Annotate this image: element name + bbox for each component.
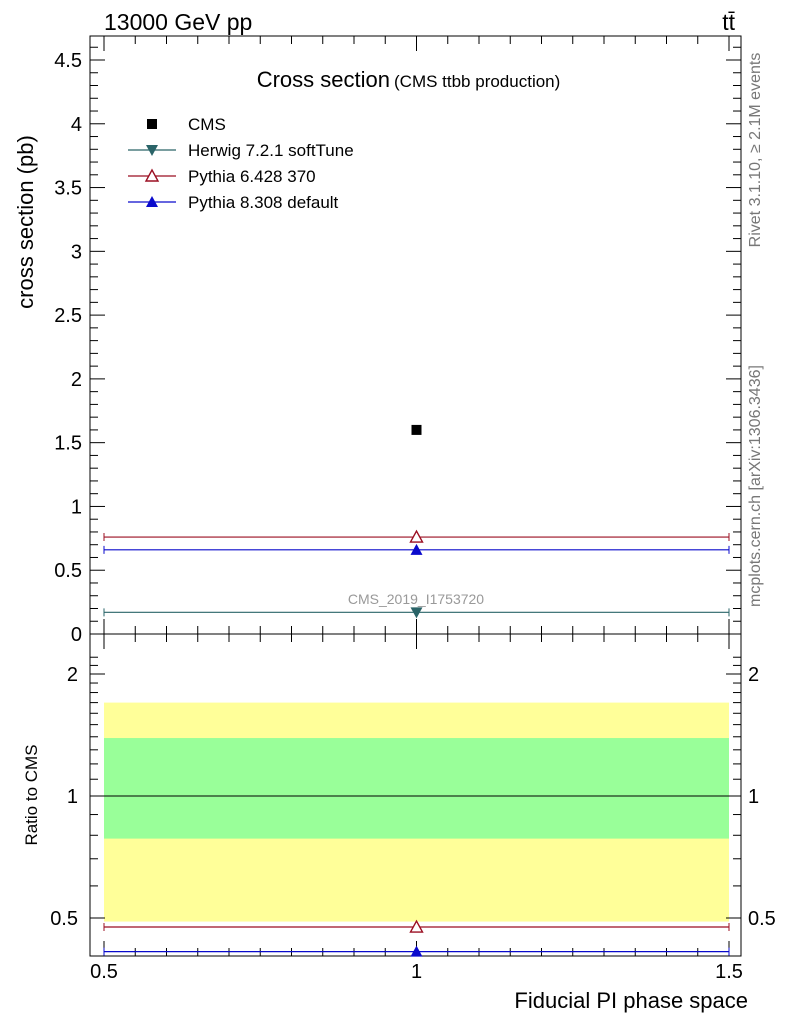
legend-entry-label: Pythia 8.308 default (188, 193, 339, 212)
y-tick-label: 4 (71, 114, 82, 136)
data-point-marker (410, 543, 423, 555)
main-axis-ticks: 0 0.5 1 1.5 2 2.5 3 3.5 4 4.5 (54, 36, 741, 646)
mcplots-label: mcplots.cern.ch [arXiv:1306.3436] (747, 365, 764, 607)
x-tick-label: 1.5 (715, 961, 743, 983)
ratio-data-point-marker (410, 945, 423, 957)
data-point-marker (409, 529, 424, 543)
y-tick-label: 3.5 (54, 178, 82, 200)
main-title: Cross section (257, 67, 390, 92)
y-tick-label: 4.5 (54, 50, 82, 72)
x-tick-label: 1 (411, 961, 422, 983)
x-tick-label: 0.5 (90, 961, 118, 983)
y-tick-label: 2 (71, 369, 82, 391)
main-panel: 0 0.5 1 1.5 2 2.5 3 3.5 4 4.5 Cross section (CMS … (13, 35, 742, 646)
main-series (103, 424, 730, 619)
reference-name-label: CMS_2019_I1753720 (348, 591, 484, 607)
legend-marker (146, 145, 158, 156)
main-y-axis-label: cross section (pb) (13, 135, 38, 309)
y-tick-label: 0.5 (54, 560, 82, 582)
legend: CMS Herwig 7.2.1 softTune Pythia 6.428 370… (128, 115, 354, 212)
ratio-y-tick-label-left: 1 (67, 786, 78, 808)
ratio-bands (104, 702, 729, 922)
ratio-axis-ticks: 0.5 0.5 1 1 2 2 0.5 1 1.5 (50, 634, 776, 983)
ratio-y-tick-label-right: 2 (748, 664, 759, 686)
process-label: tt̄ (722, 9, 735, 35)
ratio-series (103, 919, 730, 957)
legend-entry-label: CMS (188, 115, 226, 134)
data-point-marker (410, 607, 423, 619)
y-tick-label: 1.5 (54, 433, 82, 455)
ratio-panel: 0.5 0.5 1 1 2 2 0.5 1 1.5 Ratio to CMS Fiducial … (22, 633, 776, 1013)
legend-marker (146, 196, 158, 207)
legend-marker (144, 168, 160, 182)
y-tick-label: 3 (71, 241, 82, 263)
y-tick-label: 2.5 (54, 305, 82, 327)
legend-entry-label: Pythia 6.428 370 (188, 167, 316, 186)
legend-marker (147, 119, 157, 129)
y-tick-label: 1 (71, 496, 82, 518)
ratio-y-tick-label-left: 0.5 (50, 908, 78, 930)
ratio-y-tick-label-right: 0.5 (748, 908, 776, 930)
main-subtitle: (CMS ttbb production) (394, 72, 560, 91)
uncertainty-band-inner (104, 738, 729, 839)
energy-label: 13000 GeV pp (104, 9, 252, 35)
ratio-data-point-marker (409, 919, 424, 933)
x-axis-label: Fiducial PI phase space (514, 988, 748, 1013)
data-point-marker (411, 424, 422, 435)
rivet-label: Rivet 3.1.10, ≥ 2.1M events (747, 53, 764, 248)
ratio-y-tick-label-left: 2 (67, 664, 78, 686)
ratio-y-axis-label: Ratio to CMS (22, 744, 41, 845)
legend-entry-label: Herwig 7.2.1 softTune (188, 141, 354, 160)
ratio-y-tick-label-right: 1 (748, 786, 759, 808)
y-tick-label: 0 (71, 624, 82, 646)
